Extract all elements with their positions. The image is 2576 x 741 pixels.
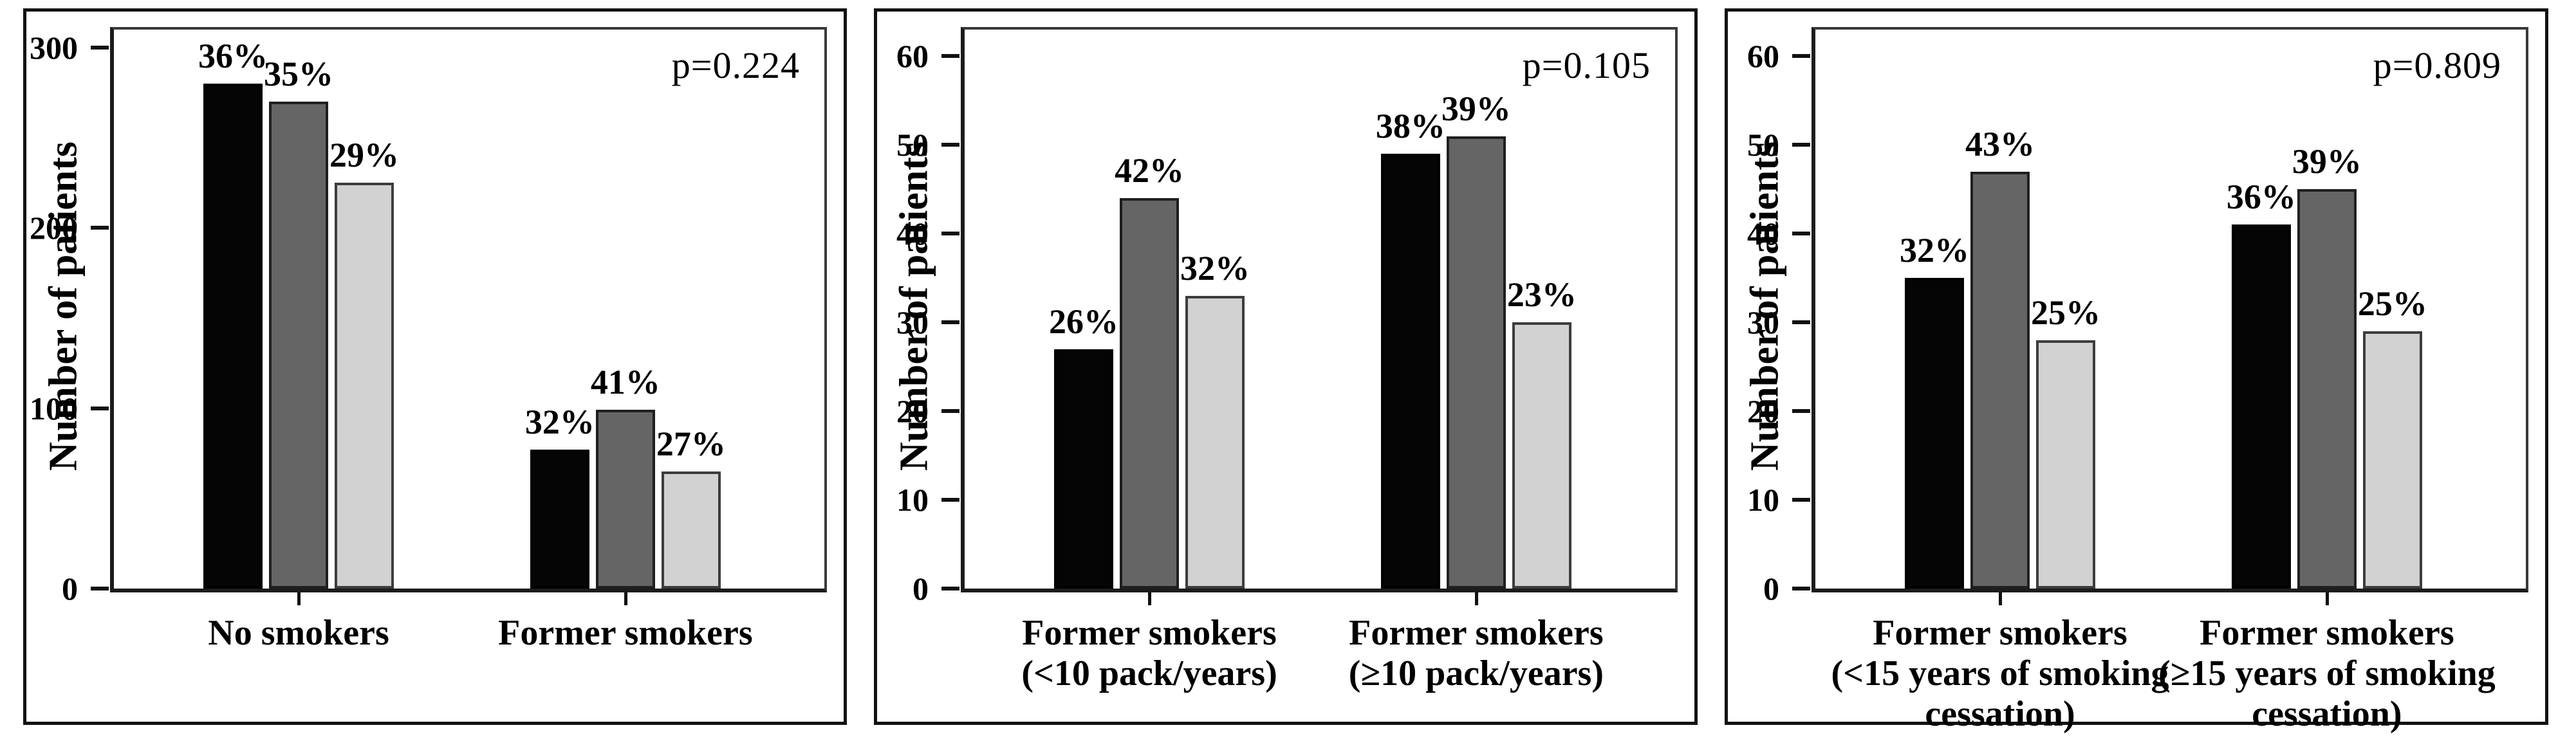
bar-black bbox=[203, 84, 263, 589]
bar-percentage-label: 29% bbox=[329, 136, 400, 175]
y-axis-tick-label: 100 bbox=[30, 390, 78, 426]
bar-percentage-label: 39% bbox=[2292, 142, 2362, 181]
bar-black bbox=[1905, 278, 1965, 589]
plot-area: p=0.105 0 10 20 30 40 50 60 26% 42% 32% 38% 39% 23% bbox=[896, 27, 1678, 605]
bar-percentage-label: 26% bbox=[1049, 302, 1119, 341]
y-axis-tick-mark bbox=[91, 46, 109, 50]
y-axis-tick-mark bbox=[1792, 232, 1810, 236]
plot-area: p=0.224 0 100 200 300 36% 35% 29% 32% 41% 27% bbox=[30, 27, 827, 605]
bar-percentage-label: 42% bbox=[1115, 151, 1185, 190]
x-axis-group-tick bbox=[1474, 592, 1478, 605]
y-axis-tick-label: 10 bbox=[896, 482, 929, 518]
bar-dark-gray bbox=[269, 102, 329, 589]
y-axis-tick-label: 20 bbox=[896, 393, 929, 430]
bar-percentage-label: 27% bbox=[656, 424, 726, 463]
bar-dark-gray bbox=[595, 410, 655, 589]
y-axis-tick-label: 50 bbox=[896, 127, 929, 163]
x-category-label: Former smokers (≥10 pack/years) bbox=[1348, 613, 1604, 693]
x-axis-group-tick bbox=[1999, 592, 2003, 605]
bar-percentage-label: 43% bbox=[1965, 124, 2035, 163]
x-axis-group-tick bbox=[2325, 592, 2329, 605]
x-axis-group-tick bbox=[297, 592, 301, 605]
bar-black bbox=[2231, 224, 2291, 589]
y-axis-tick-label: 30 bbox=[896, 304, 929, 341]
bar-percentage-label: 41% bbox=[590, 363, 660, 402]
bar-dark-gray bbox=[2297, 189, 2357, 589]
y-axis-tick-mark bbox=[941, 143, 959, 147]
y-axis-tick-label: 30 bbox=[1747, 304, 1779, 341]
bar-percentage-label: 36% bbox=[198, 37, 268, 76]
p-value-label: p=0.105 bbox=[1522, 44, 1651, 86]
bar-light-gray bbox=[2036, 340, 2096, 589]
bar-dark-gray bbox=[1120, 198, 1180, 589]
y-axis-tick-label: 0 bbox=[62, 571, 78, 607]
bar-black bbox=[530, 450, 589, 589]
chart-panel-no-smokers-vs-former: Number of patients p=0.224 0 100 200 300 36%… bbox=[23, 8, 847, 725]
x-category-label: Former smokers (<10 pack/years) bbox=[1021, 613, 1277, 693]
y-axis-tick-mark bbox=[1792, 143, 1810, 147]
x-category-label: Former smokers bbox=[498, 613, 753, 653]
bar-percentage-label: 35% bbox=[264, 55, 334, 94]
y-axis-tick-mark bbox=[1792, 320, 1810, 325]
y-axis-tick-mark bbox=[91, 226, 109, 230]
bar-percentage-label: 25% bbox=[2031, 293, 2101, 332]
bar-percentage-label: 23% bbox=[1506, 275, 1577, 315]
y-axis-tick-mark bbox=[1792, 498, 1810, 502]
chart-panel-years-of-cessation: Number of patients p=0.809 0 10 20 30 40 50 60… bbox=[1725, 8, 2548, 734]
bar-black bbox=[1380, 154, 1440, 589]
bar-light-gray bbox=[1512, 322, 1571, 589]
bar-percentage-label: 32% bbox=[1180, 248, 1250, 288]
chart-panel-pack-years: Number of patients p=0.105 0 10 20 30 40 50 60… bbox=[874, 8, 1698, 725]
y-axis-tick-label: 60 bbox=[896, 38, 929, 75]
y-axis-tick-label: 50 bbox=[1747, 127, 1779, 163]
bar-dark-gray bbox=[1970, 171, 2030, 589]
y-axis-tick-mark bbox=[941, 232, 959, 236]
bar-light-gray bbox=[335, 183, 394, 589]
y-axis-tick-mark bbox=[1792, 409, 1810, 414]
y-axis-tick-label: 40 bbox=[1747, 215, 1779, 252]
x-axis-group-tick bbox=[1148, 592, 1152, 605]
y-axis-tick-mark bbox=[91, 587, 109, 590]
p-value-label: p=0.224 bbox=[671, 44, 800, 86]
bar-percentage-label: 39% bbox=[1441, 89, 1511, 128]
x-category-label: Former smokers (≥15 years of smoking ces… bbox=[2158, 613, 2496, 734]
y-axis-tick-label: 10 bbox=[1747, 482, 1779, 518]
y-axis-tick-label: 20 bbox=[1747, 393, 1779, 430]
y-axis-tick-mark bbox=[941, 320, 959, 325]
y-axis-tick-mark bbox=[941, 54, 959, 59]
y-axis-tick-mark bbox=[941, 498, 959, 502]
y-axis-tick-label: 40 bbox=[896, 215, 929, 252]
y-axis-tick-label: 60 bbox=[1747, 38, 1779, 75]
x-category-label: No smokers bbox=[208, 613, 389, 653]
bar-percentage-label: 32% bbox=[1900, 231, 1970, 270]
x-category-label: Former smokers (<15 years of smoking ces… bbox=[1831, 613, 2169, 734]
y-axis-tick-label: 300 bbox=[30, 30, 78, 66]
bar-light-gray bbox=[1185, 295, 1245, 589]
y-axis-tick-label: 200 bbox=[30, 210, 78, 246]
bar-light-gray bbox=[2362, 331, 2422, 589]
y-axis-tick-label: 0 bbox=[913, 571, 929, 607]
bar-dark-gray bbox=[1446, 136, 1506, 589]
p-value-label: p=0.809 bbox=[2373, 44, 2501, 86]
bar-percentage-label: 38% bbox=[1375, 107, 1445, 146]
bar-percentage-label: 36% bbox=[2226, 178, 2296, 217]
bar-percentage-label: 25% bbox=[2357, 284, 2427, 323]
y-axis-tick-mark bbox=[941, 587, 959, 590]
y-axis-tick-label: 0 bbox=[1763, 571, 1779, 607]
y-axis-tick-mark bbox=[91, 406, 109, 410]
bar-light-gray bbox=[661, 471, 721, 589]
bar-black bbox=[1054, 349, 1114, 589]
y-axis-tick-mark bbox=[1792, 54, 1810, 59]
x-axis-group-tick bbox=[624, 592, 627, 605]
bar-percentage-label: 32% bbox=[524, 403, 595, 442]
y-axis-tick-mark bbox=[941, 409, 959, 414]
plot-area: p=0.809 0 10 20 30 40 50 60 32% 43% 25% 36% 39% 25% bbox=[1747, 27, 2528, 605]
y-axis-tick-mark bbox=[1792, 587, 1810, 590]
